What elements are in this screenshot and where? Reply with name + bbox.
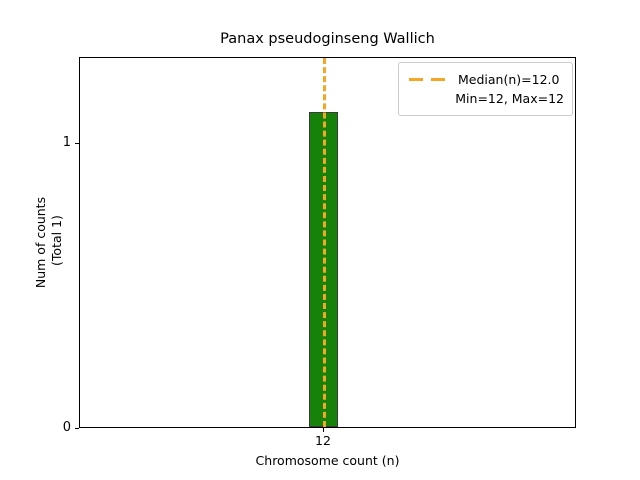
median-line bbox=[323, 58, 326, 427]
plot-area bbox=[79, 57, 576, 428]
y-tick-mark-0 bbox=[75, 428, 79, 429]
dashed-line-icon bbox=[407, 74, 451, 86]
x-tick-mark-12 bbox=[323, 428, 324, 432]
y-tick-label-0: 0 bbox=[62, 420, 71, 435]
legend: Median(n)=12.0 Min=12, Max=12 bbox=[398, 62, 573, 116]
legend-label-median: Median(n)=12.0 bbox=[458, 72, 560, 87]
y-tick-label-1: 1 bbox=[62, 135, 71, 150]
legend-label-minmax: Min=12, Max=12 bbox=[455, 91, 564, 106]
chart-title: Panax pseudoginseng Wallich bbox=[220, 31, 435, 47]
x-tick-label-12: 12 bbox=[315, 433, 331, 448]
x-axis-label: Chromosome count (n) bbox=[255, 453, 400, 468]
y-axis-label: Num of counts (Total 1) bbox=[33, 196, 64, 289]
y-tick-mark-1 bbox=[75, 143, 79, 144]
legend-entry-median: Median(n)=12.0 bbox=[407, 70, 564, 89]
legend-entry-minmax: Min=12, Max=12 bbox=[407, 89, 564, 108]
